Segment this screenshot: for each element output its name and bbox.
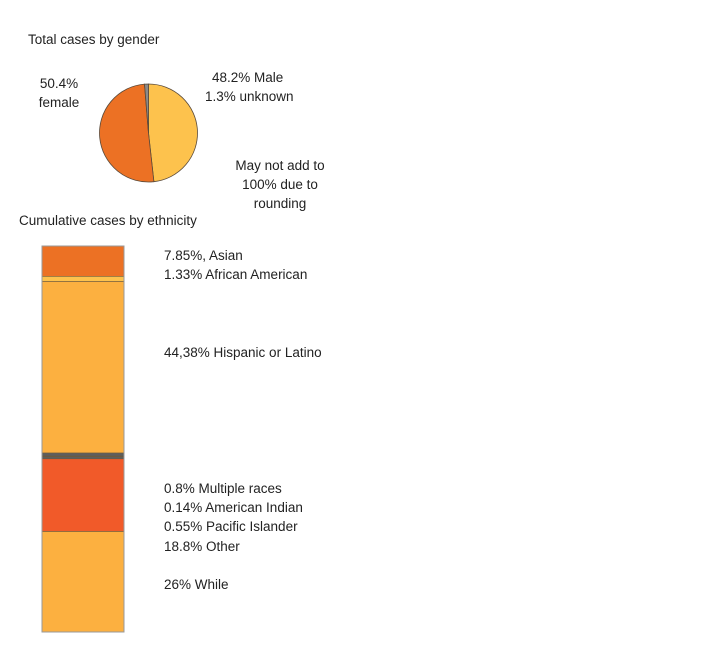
bar-segment-pacific-islander [41,456,125,460]
female-pct-label: 50.4% [39,76,79,91]
unknown-label: 1.3% unknown [205,89,294,104]
label-hispanic: 44,38% Hispanic or Latino [164,345,322,360]
pie-slice-unknown [144,83,149,134]
bar-segment-asian [41,245,125,277]
label-african-american: 1.33% African American [164,267,308,282]
label-american-indian: 0.14% American Indian [164,500,303,515]
female-name-label: female [38,95,80,110]
pie-slice-male [148,83,198,183]
pie-title: Total cases by gender [28,32,160,47]
label-white: 26% While [164,577,229,592]
rounding-note-3: rounding [253,196,307,211]
bar-segment-african-american [41,276,125,282]
rounding-note-2: 100% due to [242,177,318,192]
pie-slice-female [99,83,155,183]
bar-title: Cumulative cases by ethnicity [19,213,197,228]
label-asian: 7.85%, Asian [164,248,243,263]
bar-segment-hispanic-or-latino [41,281,125,454]
bar-outline [41,245,125,633]
male-label: 48.2% Male [212,70,284,85]
bar-segment-other [41,458,125,532]
label-multiple: 0.8% Multiple races [164,481,282,496]
bar-segment-multiple-races [41,452,125,457]
label-pacific-islander: 0.55% Pacific Islander [164,519,298,534]
label-other: 18.8% Other [164,539,240,554]
bar-segment-white [41,531,125,633]
rounding-note-1: May not add to [235,158,325,173]
